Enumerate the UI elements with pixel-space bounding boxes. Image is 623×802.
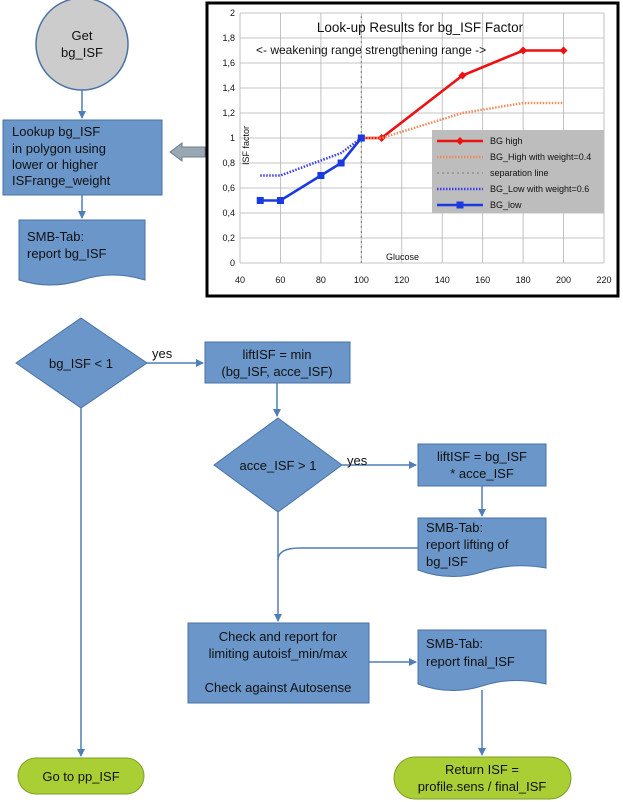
return-node: Return ISF = profile.sens / final_ISF: [393, 756, 572, 800]
decision2-label: acce_ISF > 1: [240, 458, 317, 473]
yes2-label: yes: [347, 453, 368, 468]
report-bg-line-1: SMB-Tab:: [27, 229, 84, 244]
y-tick-label: 2: [230, 8, 235, 18]
lift-min-line-1: liftISF = min: [243, 347, 312, 362]
y-tick-label: 0,8: [222, 158, 235, 168]
report-lift-line-2: report lifting of: [426, 537, 509, 552]
y-tick-label: 1,4: [222, 83, 235, 93]
goto-pp-isf-node: Go to pp_ISF: [17, 757, 145, 795]
point-bg-low: [337, 159, 345, 167]
goto-pp-label: Go to pp_ISF: [42, 769, 119, 784]
lift-mult-line-2: * acce_ISF: [450, 466, 514, 481]
chart-ylabel: ISF factor: [241, 126, 251, 165]
decision1-label: bg_ISF < 1: [49, 356, 113, 371]
point-bg-high: [377, 134, 386, 142]
x-tick-label: 220: [596, 275, 611, 285]
point-bg-high: [458, 71, 467, 80]
y-tick-label: 1: [230, 133, 235, 143]
get-bg-isf-node: Get bg_ISF: [35, 0, 129, 91]
chart-annotation: <- weakening range strengthening range -…: [256, 43, 486, 57]
return-line-2: profile.sens / final_ISF: [418, 779, 547, 794]
chart-title: Look-up Results for bg_ISF Factor: [317, 20, 524, 35]
decision-bg-isf-lt-1: bg_ISF < 1: [15, 317, 148, 409]
x-tick-label: 60: [275, 275, 285, 285]
get-bg-isf-line-1: Get: [72, 28, 93, 43]
connector-reportlift-check: [277, 547, 418, 561]
legend-label-bg-high-with-weight-0-4: BG_High with weight=0.4: [490, 152, 591, 162]
y-tick-label: 1,6: [222, 58, 235, 68]
lift-min-line-2: (bg_ISF, acce_ISF): [221, 364, 332, 379]
x-tick-label: 40: [235, 275, 245, 285]
isf-chart: 0 0,2 0,4 0,6 0,8 1 1,2 1,4 1,6 1,8 2 40 60 80 100 120 1…: [205, 1, 620, 298]
lift-mult-line-1: liftISF = bg_ISF: [437, 449, 527, 464]
point-bg-low: [317, 172, 325, 179]
check-line-2: limiting autoisf_min/max: [209, 646, 348, 661]
chart-legend: BG high BG_High with weight=0.4 separation…: [432, 130, 604, 213]
report-final-line-2: report final_ISF: [426, 654, 515, 669]
report-final-line-1: SMB-Tab:: [426, 636, 483, 651]
x-tick-label: 180: [516, 275, 531, 285]
decision-acce-isf-gt-1: acce_ISF > 1: [213, 417, 343, 513]
report-lift-line-3: bg_ISF: [426, 554, 468, 569]
check-node: Check and report for limiting autoisf_mi…: [187, 622, 370, 704]
lift-mult-node: liftISF = bg_ISF * acce_ISF: [417, 443, 547, 487]
point-bg-high: [519, 46, 528, 55]
check-line-4: Check against Autosense: [205, 680, 352, 695]
lookup-line-2: in polygon using: [12, 141, 106, 156]
get-bg-isf-line-2: bg_ISF: [61, 45, 103, 60]
y-tick-label: 1,8: [222, 33, 235, 43]
x-tick-label: 80: [316, 275, 326, 285]
x-tick-label: 120: [394, 275, 409, 285]
legend-label-bg-low: BG_low: [490, 200, 522, 210]
lookup-line-1: Lookup bg_ISF: [12, 124, 100, 139]
legend-label-bg-high: BG high: [490, 136, 523, 146]
point-bg-low: [276, 197, 284, 204]
y-tick-label: 0,2: [222, 233, 235, 243]
y-tick-label: 0,4: [222, 208, 235, 218]
chart-series: [256, 13, 568, 263]
report-lift-node: SMB-Tab: report lifting of bg_ISF: [417, 517, 547, 578]
point-bg-low: [357, 134, 365, 142]
chart-grid: [239, 12, 605, 264]
lookup-line-3: lower or higher: [12, 157, 99, 172]
legend-label-bg-low-with-weight-0-6: BG_Low with weight=0.6: [490, 184, 589, 194]
legend-label-separation-line: separation line: [490, 168, 549, 178]
chart-axes: 0 0,2 0,4 0,6 0,8 1 1,2 1,4 1,6 1,8 2 40 60 80 100 120 1…: [222, 8, 611, 285]
check-line-1: Check and report for: [219, 629, 338, 644]
lift-min-node: liftISF = min (bg_ISF, acce_ISF): [204, 341, 351, 384]
report-final-node: SMB-Tab: report final_ISF: [417, 629, 547, 692]
chart-to-lookup-arrow: [169, 142, 206, 162]
point-bg-low: [256, 197, 264, 204]
lookup-node: Lookup bg_ISF in polygon using lower or …: [2, 119, 163, 196]
x-tick-label: 200: [556, 275, 571, 285]
legend-marker-bg-high: [456, 137, 464, 145]
y-tick-label: 0,6: [222, 183, 235, 193]
return-line-1: Return ISF =: [445, 762, 519, 777]
x-tick-label: 160: [475, 275, 490, 285]
point-bg-high: [559, 46, 568, 55]
y-tick-label: 1,2: [222, 108, 235, 118]
x-tick-label: 140: [435, 275, 450, 285]
lookup-line-4: ISFrange_weight: [12, 173, 111, 188]
report-lift-line-1: SMB-Tab:: [426, 520, 483, 535]
series-bg-high-with-weight-0-4: [361, 101, 564, 140]
report-bg-isf-node: SMB-Tab: report bg_ISF: [18, 219, 146, 286]
chart-xlabel: Glucose: [386, 252, 419, 262]
y-tick-label: 0: [230, 258, 235, 268]
yes1-label: yes: [152, 346, 173, 361]
report-bg-line-2: report bg_ISF: [27, 246, 107, 261]
x-tick-label: 100: [354, 275, 369, 285]
legend-marker-bg-low: [456, 201, 464, 209]
series-bg-low-with-weight-0-6: [260, 136, 363, 177]
